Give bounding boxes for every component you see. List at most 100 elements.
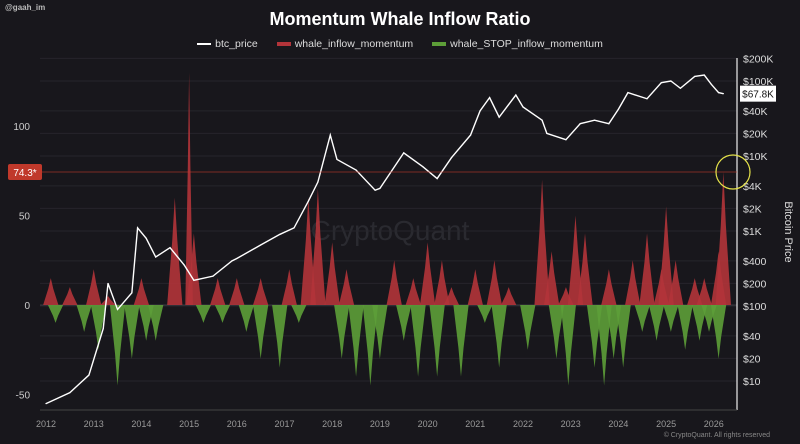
whale-inflow-spike: [229, 278, 245, 305]
whale-stop-inflow-spike: [560, 305, 576, 386]
btc-price-point: [193, 279, 195, 281]
whale-stop-inflow-spike: [238, 305, 254, 332]
whale-stop-inflow-spike: [138, 305, 154, 341]
right-tick-label: $1K: [743, 226, 762, 238]
btc-price-point: [374, 189, 376, 191]
btc-price-point: [45, 402, 47, 405]
btc-price-point: [541, 119, 543, 121]
whale-stop-inflow-spike: [410, 305, 426, 377]
btc-price-point: [379, 187, 381, 189]
whale-stop-inflow-spike: [429, 305, 445, 377]
legend-swatch: [276, 42, 291, 47]
whale-stop-inflow-spike: [477, 305, 493, 323]
whale-stop-inflow-spike: [491, 305, 507, 368]
btc-price-point: [102, 327, 104, 330]
whale-stop-inflow-spike: [272, 305, 288, 368]
whale-inflow-spike: [186, 233, 202, 305]
right-tick-label: $40: [743, 331, 761, 343]
last-price-box: [740, 85, 776, 102]
whale-stop-inflow-spike: [148, 305, 164, 341]
legend-swatch: [432, 42, 447, 47]
whale-stop-inflow-spike: [663, 305, 679, 332]
btc-price-point: [660, 82, 662, 84]
whale-inflow-spike: [658, 206, 674, 305]
btc-price-point: [722, 93, 724, 95]
whale-stop-inflow-spike: [691, 305, 708, 341]
x-tick-label: 2019: [370, 419, 390, 429]
whale-inflow-spike: [386, 260, 402, 305]
whale-inflow-spike: [486, 260, 503, 305]
x-tick-label: 2022: [513, 419, 533, 429]
btc-price-point: [88, 374, 90, 376]
whale-inflow-spike: [715, 172, 731, 305]
whale-stop-inflow-spike: [291, 305, 307, 323]
whale-inflow-spike: [639, 233, 655, 305]
whale-inflow-spike: [668, 260, 684, 305]
right-tick-label: $10K: [743, 151, 768, 163]
whale-inflow-spike: [253, 278, 269, 305]
x-tick-label: 2013: [84, 419, 104, 429]
whale-inflow-spike: [167, 197, 183, 305]
btc-price-point: [498, 116, 500, 118]
legend-item-whale-inflow[interactable]: whale_inflow_momentum: [276, 38, 414, 50]
x-tick-label: 2016: [227, 419, 247, 429]
btc-price-point: [183, 264, 185, 266]
right-tick-label: $40K: [743, 106, 768, 118]
legend-label: whale_STOP_inflow_momentum: [450, 38, 603, 50]
right-tick-label: $100: [743, 301, 767, 313]
legend-item-btc-price[interactable]: btc_price: [197, 38, 258, 50]
btc-price-point: [565, 139, 567, 141]
btc-price-point: [450, 157, 453, 159]
whale-inflow-spike: [62, 287, 78, 305]
whale-inflow-spike: [300, 197, 316, 305]
author-handle: @gaah_im: [5, 3, 46, 12]
whale-stop-inflow-spike: [520, 305, 536, 350]
whale-stop-inflow-spike: [124, 305, 140, 359]
btc-price-point: [293, 227, 295, 229]
btc-price-point: [279, 233, 281, 236]
btc-price-point: [670, 80, 672, 82]
btc-price-point: [608, 123, 610, 125]
whale-stop-inflow-spike: [90, 305, 107, 350]
whale-inflow-spike: [210, 278, 226, 305]
legend: btc_price whale_inflow_momentum whale_ST…: [0, 38, 800, 50]
copyright: © CryptoQuant. All rights reserved: [663, 432, 770, 439]
highlight-value-box: [8, 164, 42, 181]
btc-price-point: [627, 92, 629, 94]
btc-price-point: [236, 257, 238, 260]
whale-inflow-spike: [43, 278, 59, 305]
whale-stop-inflow-spike: [634, 305, 650, 332]
x-tick-label: 2015: [179, 419, 199, 429]
btc-price-point: [617, 108, 620, 110]
btc-price-point: [679, 87, 682, 89]
whale-inflow-spike: [687, 278, 703, 305]
legend-swatch: [197, 43, 212, 46]
x-tick-label: 2020: [418, 419, 438, 429]
highlight-value-label: 74.3*: [13, 168, 36, 179]
legend-item-whale-stop-inflow[interactable]: whale_STOP_inflow_momentum: [432, 38, 603, 50]
btc-price-point: [489, 97, 491, 99]
x-tick-label: 2021: [465, 419, 485, 429]
btc-price-point: [717, 92, 720, 94]
btc-price-point: [436, 177, 438, 180]
x-tick-label: 2012: [36, 419, 56, 429]
whale-stop-inflow-spike: [109, 305, 126, 386]
whale-inflow-spike: [86, 269, 102, 305]
btc-price-point: [355, 169, 357, 171]
whale-stop-inflow-spike: [214, 305, 231, 323]
whale-inflow-spike: [534, 179, 550, 305]
legend-label: whale_inflow_momentum: [294, 38, 414, 50]
whale-stop-inflow-spike: [334, 305, 350, 359]
whale-inflow-spike: [696, 278, 712, 305]
left-tick-label: 50: [19, 212, 31, 223]
right-tick-label: $20: [743, 353, 761, 365]
left-tick-label: -50: [16, 391, 31, 402]
whale-stop-inflow-spike: [677, 305, 693, 350]
right-axis-label: Bitcoin Price: [782, 201, 794, 262]
btc-price-point: [169, 247, 171, 249]
left-tick-label: 100: [13, 122, 30, 133]
right-tick-label: $4K: [743, 181, 762, 193]
btc-price-point: [546, 132, 548, 135]
